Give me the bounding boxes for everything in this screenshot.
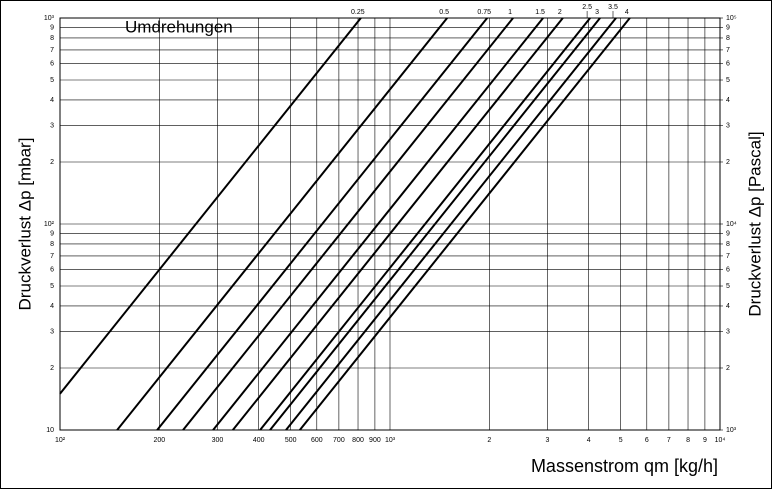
y2-tick-label: 9 bbox=[726, 230, 730, 237]
x-tick-label: 6 bbox=[645, 437, 649, 444]
y2-tick-label: 3 bbox=[726, 123, 730, 130]
curve-label: 3.5 bbox=[608, 4, 618, 11]
plot-border bbox=[59, 17, 721, 431]
y2-tick-label: 7 bbox=[726, 253, 730, 260]
y-tick-label: 2 bbox=[50, 365, 54, 372]
y2-tick-label: 8 bbox=[726, 241, 730, 248]
y2-tick-label: 8 bbox=[726, 35, 730, 42]
y2-tick-label: 10⁴ bbox=[726, 221, 737, 228]
curve bbox=[116, 17, 448, 431]
y-tick-label: 3 bbox=[50, 329, 54, 336]
curve-label: 0.75 bbox=[477, 9, 491, 16]
x-tick-label: 4 bbox=[587, 437, 591, 444]
x-tick-label: 300 bbox=[212, 437, 224, 444]
x-tick-label: 800 bbox=[352, 437, 364, 444]
y-tick-label: 2 bbox=[50, 159, 54, 166]
x-tick-label: 700 bbox=[333, 437, 345, 444]
y-tick-label: 5 bbox=[50, 283, 54, 290]
curve bbox=[182, 17, 514, 431]
y2-axis-label: Druckverlust Δp [Pascal] bbox=[745, 131, 764, 316]
curve bbox=[299, 17, 631, 431]
y-tick-label: 4 bbox=[50, 97, 54, 104]
curve bbox=[212, 17, 544, 431]
y-tick-label: 10 bbox=[46, 427, 54, 434]
y-tick-label: 9 bbox=[50, 24, 54, 31]
x-tick-label: 5 bbox=[619, 437, 623, 444]
y2-tick-label: 6 bbox=[726, 267, 730, 274]
y2-tick-label: 3 bbox=[726, 329, 730, 336]
y2-tick-label: 9 bbox=[726, 24, 730, 31]
y-tick-label: 8 bbox=[50, 241, 54, 248]
y-tick-label: 10³ bbox=[44, 15, 55, 22]
curve-label: 2 bbox=[558, 9, 562, 16]
y-tick-label: 5 bbox=[50, 77, 54, 84]
x-tick-label: 3 bbox=[545, 437, 549, 444]
y-tick-label: 10² bbox=[44, 221, 55, 228]
curve-label: 1.5 bbox=[535, 9, 545, 16]
y-tick-label: 8 bbox=[50, 35, 54, 42]
curve-label: 4 bbox=[625, 9, 629, 16]
x-tick-label: 400 bbox=[253, 437, 265, 444]
y2-tick-label: 10³ bbox=[726, 427, 737, 434]
y-tick-label: 7 bbox=[50, 253, 54, 260]
y-tick-label: 3 bbox=[50, 123, 54, 130]
y2-tick-label: 4 bbox=[726, 97, 730, 104]
x-tick-label: 500 bbox=[285, 437, 297, 444]
y-tick-label: 6 bbox=[50, 61, 54, 68]
y-tick-label: 9 bbox=[50, 230, 54, 237]
x-tick-label: 9 bbox=[703, 437, 707, 444]
y2-tick-label: 7 bbox=[726, 47, 730, 54]
y-tick-label: 4 bbox=[50, 303, 54, 310]
x-tick-label: 8 bbox=[686, 437, 690, 444]
y-tick-label: 6 bbox=[50, 267, 54, 274]
x-axis-label: Massenstrom qm [kg/h] bbox=[531, 456, 718, 476]
y2-tick-label: 5 bbox=[726, 77, 730, 84]
curve bbox=[269, 17, 601, 431]
y2-tick-label: 2 bbox=[726, 365, 730, 372]
curve bbox=[232, 17, 564, 431]
y2-tick-label: 2 bbox=[726, 159, 730, 166]
y-axis-label: Druckverlust Δp [mbar] bbox=[15, 138, 34, 311]
chart-title: Umdrehungen bbox=[125, 17, 233, 36]
x-tick-label: 7 bbox=[667, 437, 671, 444]
x-tick-label: 900 bbox=[369, 437, 381, 444]
x-tick-label: 600 bbox=[311, 437, 323, 444]
y2-tick-label: 5 bbox=[726, 283, 730, 290]
x-tick-label: 200 bbox=[153, 437, 165, 444]
curve-label: 3 bbox=[595, 9, 599, 16]
curve-label: 1 bbox=[508, 9, 512, 16]
y2-tick-label: 10⁵ bbox=[726, 15, 737, 22]
x-tick-label: 10³ bbox=[385, 437, 396, 444]
curve bbox=[59, 17, 362, 395]
curve-label: 2.5 bbox=[582, 4, 592, 11]
x-tick-label: 2 bbox=[487, 437, 491, 444]
curve-label: 0.5 bbox=[439, 9, 449, 16]
curve bbox=[156, 17, 488, 431]
y2-tick-label: 6 bbox=[726, 61, 730, 68]
y-tick-label: 7 bbox=[50, 47, 54, 54]
x-tick-label: 10⁴ bbox=[715, 437, 726, 444]
curve bbox=[285, 17, 617, 431]
curve bbox=[259, 17, 591, 431]
x-tick-label: 10² bbox=[55, 437, 66, 444]
y2-tick-label: 4 bbox=[726, 303, 730, 310]
curve-label: 0.25 bbox=[351, 9, 365, 16]
